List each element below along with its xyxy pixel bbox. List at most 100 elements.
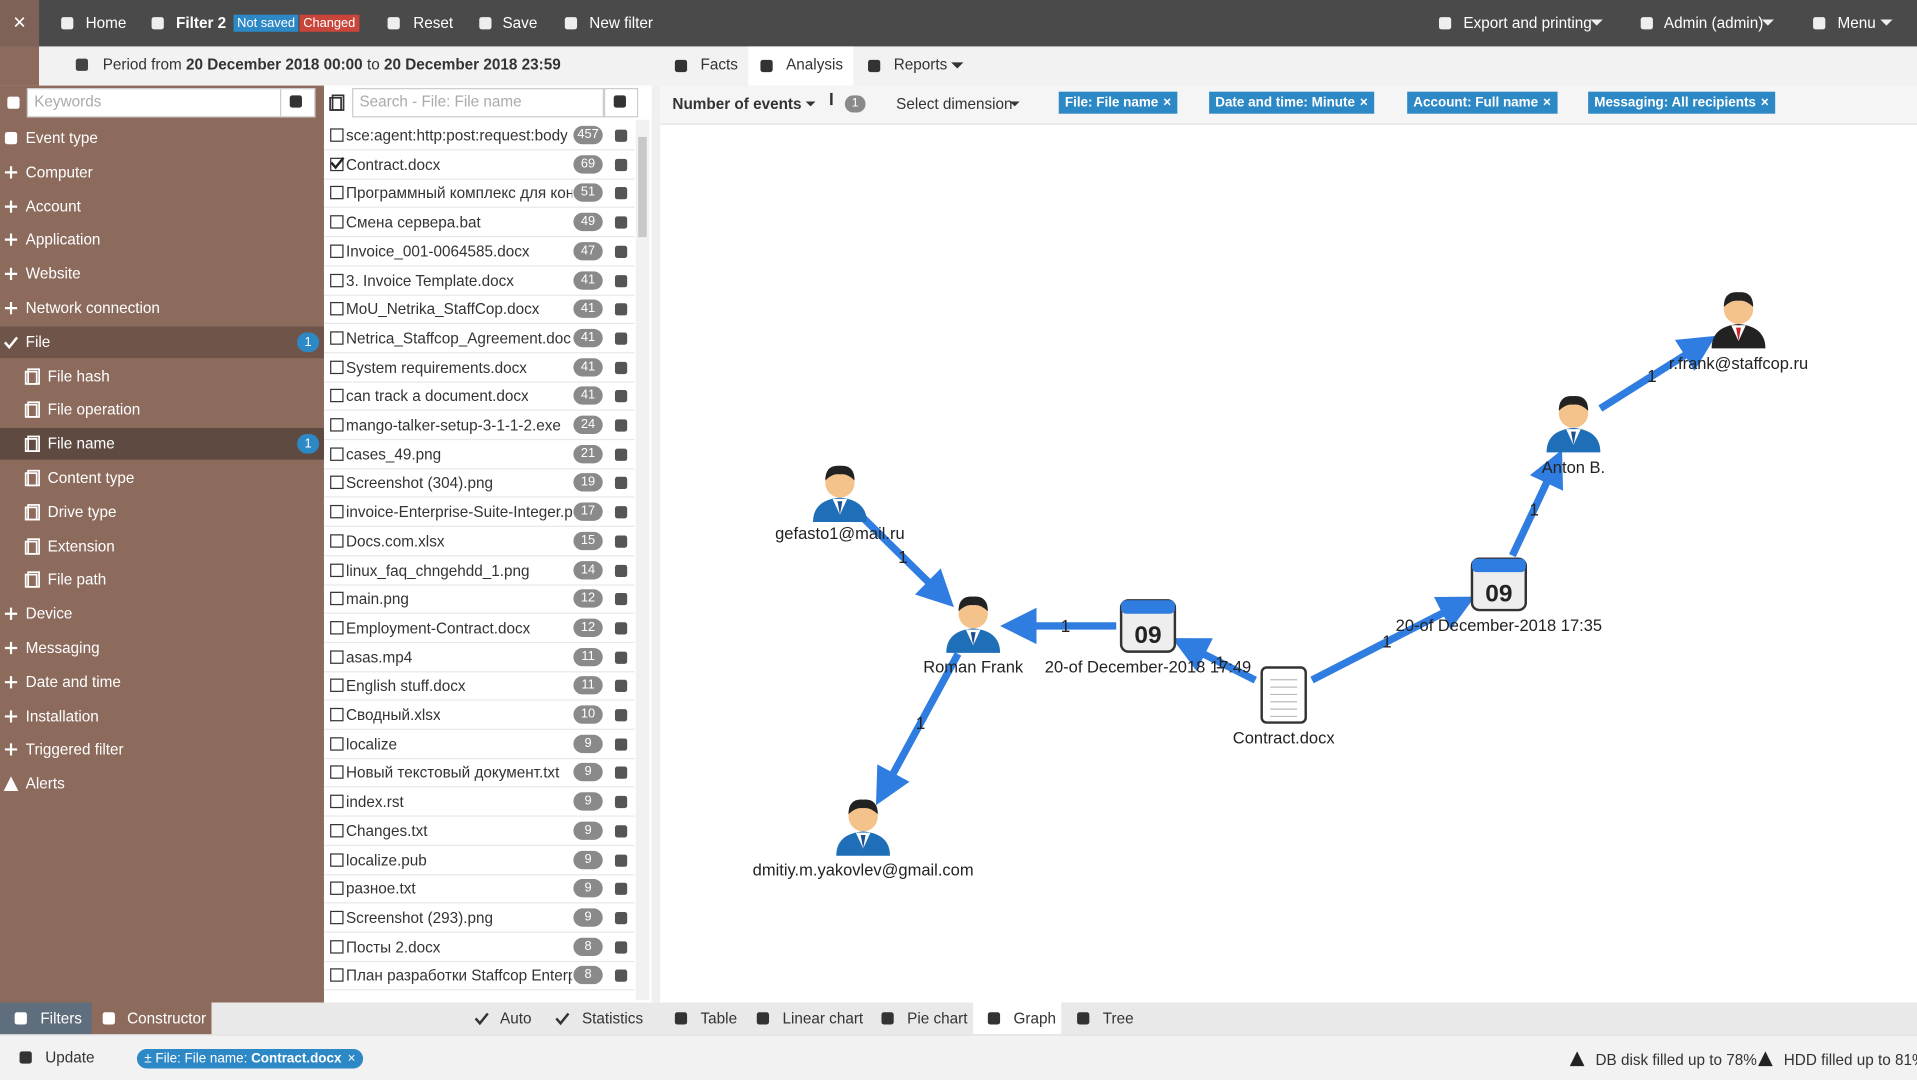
view-tab[interactable]: Tree [1102,1009,1134,1027]
dimension-chip[interactable]: Messaging: All recipients × [1588,91,1775,114]
sub-item[interactable]: Content type [47,469,135,487]
file-name[interactable]: MoU_Netrika_StaffCop.docx [345,300,540,319]
chip-remove[interactable]: × [347,1051,356,1067]
checkbox[interactable] [330,562,344,577]
checkbox[interactable] [330,389,344,403]
file-name[interactable]: разное.txt [345,880,416,898]
file-name[interactable]: invoice-Enterprise-Suite-Integer.pdf [345,503,573,521]
toolbar-admin[interactable]: Admin (admin) [1663,14,1764,32]
node-person[interactable] [1546,396,1601,453]
filter-item[interactable]: Application [25,231,101,249]
sub-item[interactable]: Extension [47,537,115,555]
toggle[interactable]: Auto [500,1009,532,1027]
filter-item[interactable]: Installation [25,707,99,725]
file-name[interactable]: План разработки Staffcop Enterpr... [345,967,573,985]
node-calendar[interactable]: 09 [1470,557,1528,612]
filter-item[interactable]: Messaging [25,639,100,657]
checkbox[interactable] [330,302,344,316]
file-name[interactable]: System requirements.docx [345,358,527,377]
checkbox[interactable] [330,505,344,519]
toolbar-export[interactable]: Export and printing [1463,14,1592,32]
select-dimension[interactable]: Select dimension [896,95,1013,113]
file-name[interactable]: Screenshot (304).png [345,474,493,492]
checkbox[interactable] [330,476,344,490]
sub-item[interactable]: File operation [47,401,141,419]
file-name[interactable]: linux_faq_chngehdd_1.png [345,561,530,579]
filter-item[interactable]: File [25,333,51,351]
file-name[interactable]: English stuff.docx [345,677,466,695]
checkbox[interactable] [330,736,344,751]
file-name[interactable]: mango-talker-setup-3-1-1-2.exe [345,416,561,435]
filter-item[interactable]: Date and time [25,673,121,691]
file-name[interactable]: Программный комплекс для кон... [345,185,573,203]
bottom-tab[interactable]: Constructor [127,1009,207,1027]
filter-item[interactable]: Device [25,605,73,623]
close-button[interactable]: × [0,0,40,47]
checkbox[interactable] [330,794,344,809]
dimension-chip[interactable]: Date and time: Minute × [1209,91,1374,114]
sub-item[interactable]: Drive type [47,503,117,521]
view-tab[interactable]: Graph [1013,1009,1057,1027]
toolbar-reset[interactable]: Reset [413,14,454,32]
checkbox[interactable] [330,649,344,664]
tab[interactable]: Analysis [786,56,844,74]
toolbar-home[interactable]: Home [85,14,127,32]
sub-item[interactable]: File name [47,435,115,453]
tab[interactable]: Facts [700,56,738,74]
checkbox[interactable] [330,534,344,548]
checkbox[interactable] [330,620,344,635]
file-name[interactable]: localize [345,735,397,753]
node-person[interactable] [1711,292,1766,349]
file-name[interactable]: cases_49.png [345,445,442,463]
checkbox[interactable] [330,881,344,896]
keyword-placeholder[interactable]: Keywords [34,92,102,111]
filter-item[interactable]: Computer [25,163,93,181]
filter-item[interactable]: Website [25,265,81,283]
toggle[interactable]: Statistics [581,1009,644,1027]
file-name[interactable]: Смена сервера.bat [345,214,481,232]
chip-remove[interactable]: × [1163,95,1172,111]
file-name[interactable]: Invoice_001-0064585.docx [345,243,530,261]
filter-item[interactable]: Account [25,197,81,215]
file-name[interactable]: asas.mp4 [345,648,413,666]
view-tab[interactable]: Table [700,1009,738,1027]
filter-item[interactable]: Triggered filter [25,741,124,759]
checkbox[interactable] [330,910,344,925]
file-name[interactable]: Docs.com.xlsx [345,532,445,550]
tab[interactable]: Reports [893,56,948,74]
filter-chip[interactable]: ± File: File name: Contract.docx × [136,1048,363,1069]
measure-select[interactable]: Number of events [672,95,802,113]
checkbox[interactable] [330,591,344,606]
checkbox[interactable] [330,678,344,693]
node-person[interactable] [946,596,1001,653]
toolbar-new_filter[interactable]: New filter [589,14,653,32]
checkbox[interactable] [330,968,344,983]
checkbox[interactable] [330,447,344,461]
filter-item[interactable]: Network connection [25,299,160,317]
dimension-chip[interactable]: Account: Full name × [1407,91,1557,114]
file-name[interactable]: localize.pub [345,851,427,869]
toolbar-save[interactable]: Save [502,14,538,32]
chip-remove[interactable]: × [1542,95,1551,111]
node-person[interactable] [836,799,891,856]
file-name[interactable]: main.png [345,590,409,608]
file-name[interactable]: Сводный.xlsx [345,706,441,724]
checkbox[interactable] [330,215,344,229]
filter-item[interactable]: Event type [25,129,98,147]
node-document[interactable] [1260,666,1307,724]
checkbox[interactable] [330,852,344,867]
file-name[interactable]: Новый текстовый документ.txt [345,764,560,782]
file-name[interactable]: Screenshot (293).png [345,909,493,927]
checkbox[interactable] [330,765,344,780]
chip-remove[interactable]: × [1359,95,1368,111]
file-name[interactable]: Посты 2.docx [345,938,441,956]
dimension-chip[interactable]: File: File name × [1058,91,1178,114]
view-tab[interactable]: Pie chart [907,1009,968,1027]
bottom-tab[interactable]: Filters [40,1009,82,1027]
checkbox[interactable] [330,707,344,722]
checkbox[interactable] [330,823,344,838]
file-name[interactable]: Contract.docx [345,156,441,174]
checkbox[interactable] [330,331,344,345]
checkbox[interactable] [330,939,344,954]
file-name[interactable]: 3. Invoice Template.docx [345,272,514,290]
